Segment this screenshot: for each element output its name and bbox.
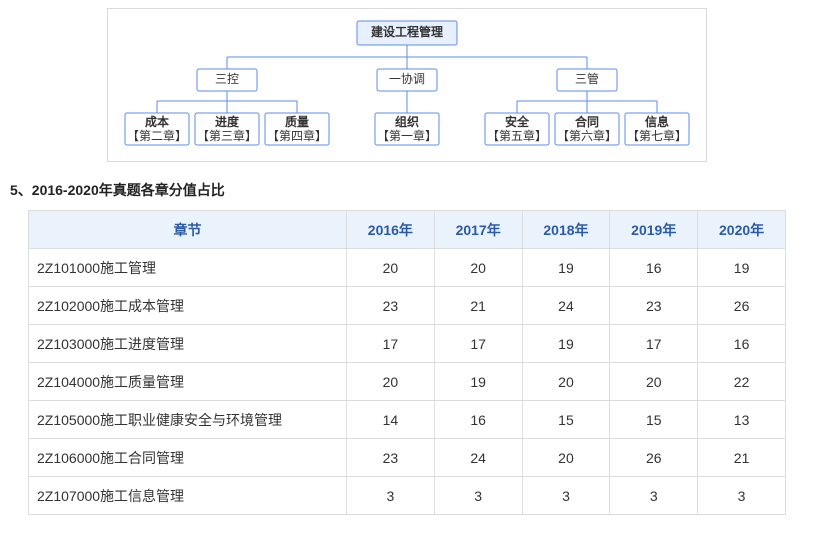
cell-value: 3 xyxy=(698,477,786,515)
cell-value: 3 xyxy=(610,477,698,515)
col-2016: 2016年 xyxy=(346,211,434,249)
tree-mid-2: 三管 xyxy=(575,71,599,86)
cell-value: 16 xyxy=(698,325,786,363)
svg-text:质量: 质量 xyxy=(285,114,309,129)
tree-leaf-5: 合同 【第六章】 xyxy=(555,113,619,145)
col-2019: 2019年 xyxy=(610,211,698,249)
table-header-row: 章节 2016年 2017年 2018年 2019年 2020年 xyxy=(29,211,786,249)
cell-value: 14 xyxy=(346,401,434,439)
svg-text:【第三章】: 【第三章】 xyxy=(197,128,257,143)
cell-value: 19 xyxy=(434,363,522,401)
cell-chapter: 2Z101000施工管理 xyxy=(29,249,347,287)
svg-text:信息: 信息 xyxy=(645,114,669,129)
svg-text:【第六章】: 【第六章】 xyxy=(557,128,617,143)
table-row: 2Z104000施工质量管理2019202022 xyxy=(29,363,786,401)
cell-chapter: 2Z104000施工质量管理 xyxy=(29,363,347,401)
svg-text:安全: 安全 xyxy=(505,114,530,129)
table-row: 2Z105000施工职业健康安全与环境管理1416151513 xyxy=(29,401,786,439)
cell-value: 20 xyxy=(522,439,610,477)
cell-chapter: 2Z107000施工信息管理 xyxy=(29,477,347,515)
cell-value: 20 xyxy=(346,249,434,287)
cell-value: 23 xyxy=(346,439,434,477)
tree-leaf-0: 成本 【第二章】 xyxy=(125,113,189,145)
cell-chapter: 2Z102000施工成本管理 xyxy=(29,287,347,325)
col-2017: 2017年 xyxy=(434,211,522,249)
cell-value: 22 xyxy=(698,363,786,401)
tree-mid-0: 三控 xyxy=(215,72,239,86)
svg-text:【第二章】: 【第二章】 xyxy=(127,128,187,143)
cell-value: 20 xyxy=(346,363,434,401)
cell-value: 17 xyxy=(434,325,522,363)
score-table-wrap: 章节 2016年 2017年 2018年 2019年 2020年 2Z10100… xyxy=(0,210,814,525)
section-title: 5、2016-2020年真题各章分值占比 xyxy=(10,180,814,200)
cell-value: 16 xyxy=(434,401,522,439)
cell-value: 17 xyxy=(346,325,434,363)
table-row: 2Z107000施工信息管理33333 xyxy=(29,477,786,515)
cell-value: 3 xyxy=(346,477,434,515)
col-chapter: 章节 xyxy=(29,211,347,249)
score-table: 章节 2016年 2017年 2018年 2019年 2020年 2Z10100… xyxy=(28,210,786,515)
cell-value: 3 xyxy=(522,477,610,515)
table-row: 2Z101000施工管理2020191619 xyxy=(29,249,786,287)
cell-value: 23 xyxy=(346,287,434,325)
svg-text:成本: 成本 xyxy=(145,114,169,129)
tree-leaf-2: 质量 【第四章】 xyxy=(265,113,329,145)
col-2020: 2020年 xyxy=(698,211,786,249)
svg-text:合同: 合同 xyxy=(575,114,599,129)
tree-leaf-4: 安全 【第五章】 xyxy=(485,113,549,145)
cell-value: 3 xyxy=(434,477,522,515)
cell-value: 20 xyxy=(434,249,522,287)
cell-chapter: 2Z106000施工合同管理 xyxy=(29,439,347,477)
table-row: 2Z103000施工进度管理1717191716 xyxy=(29,325,786,363)
svg-text:【第四章】: 【第四章】 xyxy=(267,128,327,143)
cell-value: 24 xyxy=(522,287,610,325)
svg-text:进度: 进度 xyxy=(215,114,240,129)
tree-mid-1: 一协调 xyxy=(389,71,425,86)
cell-chapter: 2Z105000施工职业健康安全与环境管理 xyxy=(29,401,347,439)
cell-value: 13 xyxy=(698,401,786,439)
cell-value: 19 xyxy=(522,249,610,287)
tree-diagram: 建设工程管理 三控 一协调 三管 成本 【第二章】 xyxy=(107,8,707,162)
cell-value: 24 xyxy=(434,439,522,477)
tree-leaf-3: 组织 【第一章】 xyxy=(375,113,439,145)
cell-value: 17 xyxy=(610,325,698,363)
tree-svg: 建设工程管理 三控 一协调 三管 成本 【第二章】 xyxy=(116,19,698,149)
cell-value: 20 xyxy=(522,363,610,401)
table-row: 2Z106000施工合同管理2324202621 xyxy=(29,439,786,477)
cell-value: 26 xyxy=(698,287,786,325)
table-row: 2Z102000施工成本管理2321242326 xyxy=(29,287,786,325)
svg-text:组织: 组织 xyxy=(395,114,419,129)
cell-value: 19 xyxy=(522,325,610,363)
cell-value: 15 xyxy=(522,401,610,439)
cell-value: 15 xyxy=(610,401,698,439)
cell-value: 23 xyxy=(610,287,698,325)
col-2018: 2018年 xyxy=(522,211,610,249)
cell-chapter: 2Z103000施工进度管理 xyxy=(29,325,347,363)
svg-text:【第七章】: 【第七章】 xyxy=(627,128,687,143)
cell-value: 26 xyxy=(610,439,698,477)
svg-text:【第五章】: 【第五章】 xyxy=(487,128,547,143)
cell-value: 19 xyxy=(698,249,786,287)
tree-leaf-6: 信息 【第七章】 xyxy=(625,113,689,145)
cell-value: 21 xyxy=(434,287,522,325)
cell-value: 21 xyxy=(698,439,786,477)
tree-leaf-1: 进度 【第三章】 xyxy=(195,113,259,145)
tree-root-label: 建设工程管理 xyxy=(370,24,443,39)
cell-value: 20 xyxy=(610,363,698,401)
svg-text:【第一章】: 【第一章】 xyxy=(377,128,437,143)
cell-value: 16 xyxy=(610,249,698,287)
